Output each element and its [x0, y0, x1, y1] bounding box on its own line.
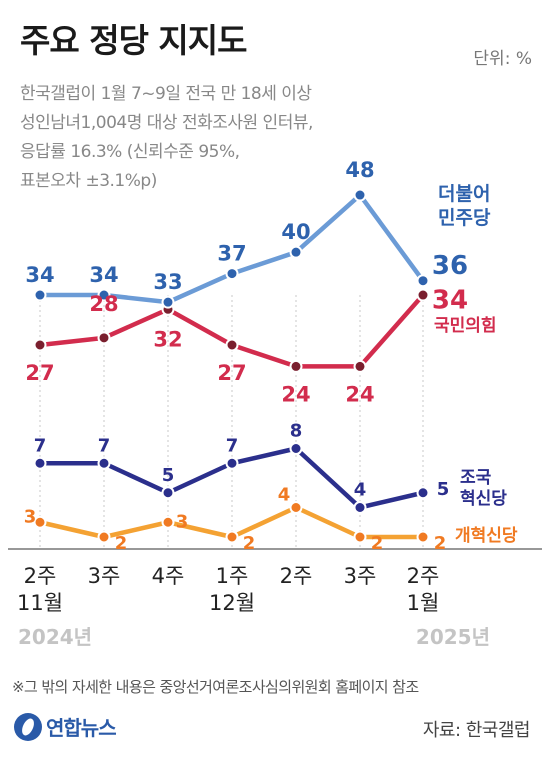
data-point — [33, 288, 47, 302]
data-label: 33 — [153, 270, 182, 294]
data-point — [416, 486, 430, 500]
x-tick-label: 3주 — [344, 564, 377, 588]
data-point — [225, 338, 239, 352]
footnote: ※그 밖의 자세한 내용은 중앙선거여론조사심의위원회 홈페이지 참조 — [12, 678, 419, 696]
source-label: 자료: 한국갤럽 — [422, 720, 531, 741]
data-point — [161, 295, 175, 309]
data-label: 24 — [281, 382, 310, 406]
data-label: 8 — [290, 421, 303, 442]
data-point — [33, 338, 47, 352]
data-point — [289, 501, 303, 514]
data-point — [97, 530, 111, 544]
data-point — [353, 501, 367, 514]
data-label: 34 — [432, 286, 468, 316]
series-label: 더불어 — [438, 183, 490, 205]
data-point — [289, 442, 303, 455]
x-tick-label: 2주 — [280, 564, 313, 588]
data-label: 5 — [162, 465, 175, 486]
data-label: 4 — [278, 485, 291, 506]
year-label: 2025년 — [416, 625, 490, 649]
data-point — [161, 486, 175, 500]
data-point — [161, 515, 175, 529]
data-point — [225, 530, 239, 544]
data-label: 2 — [371, 533, 384, 554]
data-point — [33, 456, 47, 470]
data-point — [353, 188, 367, 202]
data-label: 7 — [98, 435, 111, 456]
x-tick-label: 11월 — [17, 591, 63, 615]
x-tick-label: 2주 — [407, 564, 440, 588]
description-line: 한국갤럽이 1월 7~9일 전국 만 18세 이상 — [20, 84, 312, 104]
x-tick-label: 1주 — [216, 564, 249, 588]
data-label: 24 — [345, 382, 374, 406]
data-point — [289, 245, 303, 259]
series-label: 개혁신당 — [455, 525, 518, 546]
data-point — [225, 267, 239, 281]
survey-description: 한국갤럽이 1월 7~9일 전국 만 18세 이상 성인남녀1,004명 대상 … — [20, 80, 400, 196]
publisher-logo: 연합뉴스 — [14, 712, 117, 741]
x-tick-label: 3주 — [88, 564, 121, 588]
series-label: 조국 — [460, 468, 492, 488]
x-tick-label: 12월 — [209, 591, 255, 615]
x-tick-label: 1월 — [407, 591, 440, 615]
data-point — [353, 359, 367, 373]
series-label: 혁신당 — [460, 488, 507, 509]
data-label: 5 — [437, 479, 450, 500]
x-tick-label: 2주 — [24, 564, 57, 588]
data-label: 27 — [217, 361, 246, 385]
data-point — [225, 456, 239, 470]
data-point — [416, 274, 430, 288]
series-label: 국민의힘 — [434, 315, 497, 336]
data-point — [353, 530, 367, 544]
data-point — [416, 530, 430, 544]
data-point — [97, 331, 111, 345]
year-label: 2024년 — [18, 625, 92, 649]
yonhap-logo-icon — [14, 712, 42, 741]
data-label: 4 — [354, 480, 367, 501]
x-tick-label: 4주 — [152, 564, 185, 588]
description-line: 표본오차 ±3.1%p) — [20, 171, 157, 191]
data-label: 3 — [176, 511, 189, 532]
description-line: 응답률 16.3% (신뢰수준 95%, — [20, 142, 240, 162]
unit-label: 단위: % — [473, 49, 532, 69]
data-point — [97, 288, 111, 302]
data-label: 2 — [243, 533, 256, 554]
data-point — [416, 288, 430, 302]
data-label: 2 — [434, 533, 447, 554]
data-label: 32 — [153, 327, 182, 351]
data-label: 28 — [89, 292, 118, 316]
chart-title: 주요 정당 지지도 — [20, 21, 247, 60]
data-label: 36 — [432, 251, 468, 281]
data-label: 48 — [345, 158, 374, 182]
data-label: 34 — [89, 263, 118, 287]
data-point — [289, 359, 303, 373]
logo-text: 연합뉴스 — [46, 716, 117, 740]
data-label: 3 — [24, 506, 37, 527]
data-label: 27 — [25, 361, 54, 385]
data-point — [97, 456, 111, 470]
data-label: 40 — [281, 220, 310, 244]
data-label: 7 — [226, 435, 239, 456]
data-label: 34 — [25, 263, 54, 287]
data-label: 2 — [115, 533, 128, 554]
data-label: 37 — [217, 242, 246, 266]
data-label: 7 — [34, 435, 47, 456]
series-label: 민주당 — [438, 207, 491, 229]
description-line: 성인남녀1,004명 대상 전화조사원 인터뷰, — [20, 113, 313, 133]
data-point — [33, 515, 47, 529]
